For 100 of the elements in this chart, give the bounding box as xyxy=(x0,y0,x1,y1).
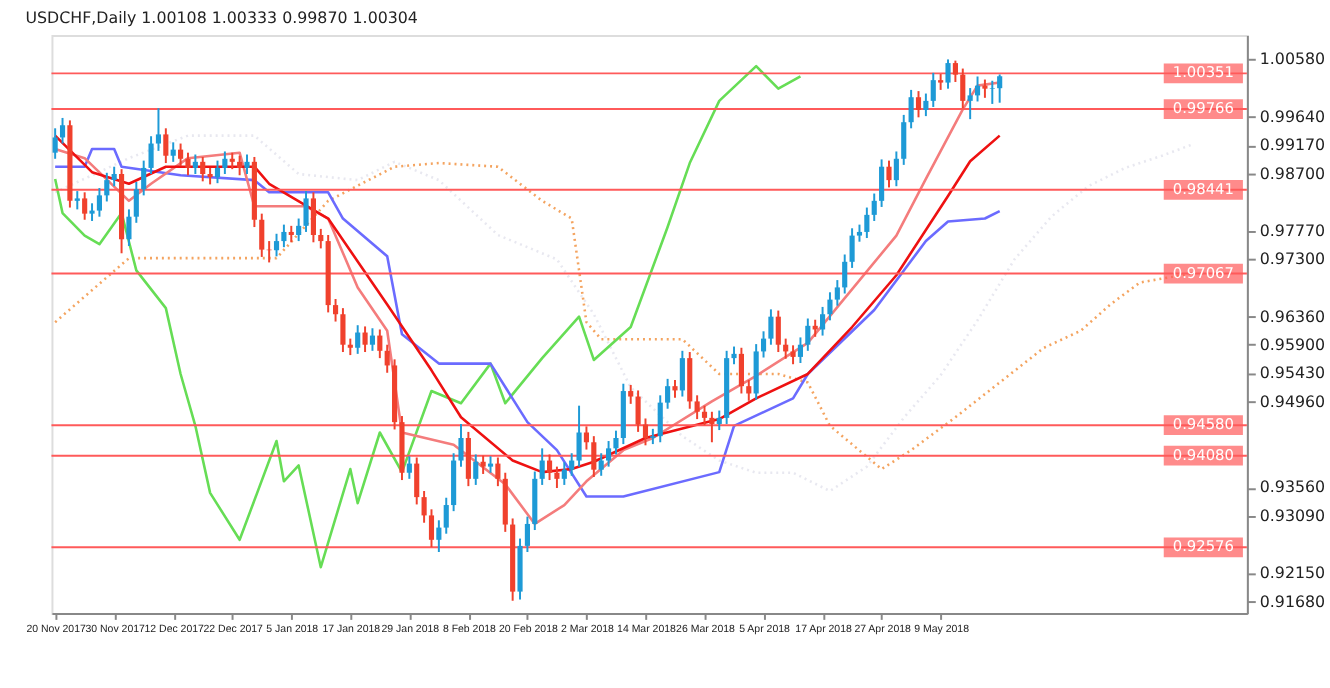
candlestick xyxy=(753,343,759,401)
candlestick xyxy=(687,351,693,410)
candlestick xyxy=(369,327,376,352)
candlestick xyxy=(974,75,981,103)
candlestick xyxy=(200,155,206,183)
candlestick xyxy=(886,159,892,189)
candlestick xyxy=(495,456,501,488)
y-tick-label: 0.98700 xyxy=(1259,164,1326,183)
candlestick xyxy=(842,253,848,295)
candlestick xyxy=(532,470,538,532)
candlestick xyxy=(879,158,885,208)
candlestick xyxy=(716,409,722,432)
y-tick-label: 0.94960 xyxy=(1259,392,1326,411)
candlestick xyxy=(214,159,221,185)
candlestick xyxy=(901,113,907,166)
candlestick xyxy=(591,435,597,478)
candlestick xyxy=(967,87,973,121)
candlestick xyxy=(502,471,508,533)
candlestick xyxy=(738,346,744,395)
candlestick xyxy=(222,150,228,176)
candlestick xyxy=(178,142,184,168)
candlestick xyxy=(310,191,316,244)
candlestick xyxy=(303,190,309,233)
candlestick xyxy=(679,349,685,398)
candlestick xyxy=(805,317,811,352)
candlestick xyxy=(52,127,58,160)
y-tick-label: 0.95900 xyxy=(1259,335,1326,354)
y-tick-label: 0.99640 xyxy=(1259,107,1326,126)
candlestick xyxy=(443,496,449,535)
candlestick xyxy=(355,324,361,355)
candlestick xyxy=(820,305,826,337)
y-tick-label: 0.91680 xyxy=(1259,592,1326,611)
candlestick xyxy=(104,171,110,203)
candlestick xyxy=(923,92,929,118)
candlestick xyxy=(989,79,995,105)
candlestick xyxy=(576,404,582,468)
candlestick xyxy=(657,394,663,444)
y-tick-label: 1.00580 xyxy=(1259,50,1326,69)
candlestick xyxy=(665,377,671,410)
y-tick-label: 0.93090 xyxy=(1259,506,1326,525)
candlestick xyxy=(701,404,708,427)
candlestick xyxy=(834,279,840,307)
candlestick xyxy=(163,127,169,165)
candlestick xyxy=(694,394,700,421)
candlestick xyxy=(864,206,870,240)
candlestick xyxy=(952,59,958,83)
y-tick-label: 0.97770 xyxy=(1259,221,1326,240)
candlestick xyxy=(997,73,1003,104)
candlestick xyxy=(915,90,922,119)
candlestick xyxy=(908,88,914,130)
candlestick xyxy=(620,382,626,446)
candlestick xyxy=(82,191,88,221)
candlestick xyxy=(546,453,553,482)
candlestick xyxy=(414,456,420,506)
candlestick xyxy=(709,410,715,444)
candlestick xyxy=(59,116,66,145)
candlestick xyxy=(871,192,877,222)
candlestick xyxy=(583,425,590,451)
candlestick xyxy=(598,452,604,477)
candlestick xyxy=(746,379,752,402)
candlestick xyxy=(606,440,612,468)
candlestick xyxy=(318,227,324,250)
candlestick xyxy=(185,151,191,177)
candlestick xyxy=(539,447,545,486)
chart-title: USDCHF,Daily 1.00108 1.00333 0.99870 1.00304 xyxy=(25,9,418,28)
candlestick xyxy=(281,223,287,249)
candlestick xyxy=(849,227,855,269)
candlestick xyxy=(259,212,265,258)
candlestick xyxy=(465,430,471,488)
y-tick-label: 0.93560 xyxy=(1259,478,1326,497)
candlestick xyxy=(436,519,442,553)
candlestick xyxy=(893,150,899,188)
candlestick xyxy=(797,336,804,364)
y-tick-label: 0.96360 xyxy=(1259,307,1326,326)
y-tick-label: 0.92150 xyxy=(1259,564,1326,583)
candlestick xyxy=(930,71,936,108)
candlestick xyxy=(480,454,486,475)
line-series xyxy=(53,64,802,569)
candlestick xyxy=(775,309,781,354)
candlestick xyxy=(960,67,966,110)
candlestick xyxy=(111,165,117,188)
candlestick xyxy=(141,159,147,197)
candlestick xyxy=(473,453,479,486)
candlestick xyxy=(628,383,634,405)
candlestick xyxy=(340,307,346,354)
candlestick xyxy=(790,344,796,366)
candlestick xyxy=(74,190,80,211)
candlestick xyxy=(982,78,988,99)
candlestick xyxy=(377,328,383,360)
candlestick xyxy=(244,153,250,176)
y-tick-label: 0.99170 xyxy=(1259,136,1326,155)
candlestick xyxy=(384,343,390,374)
candlestick xyxy=(561,461,567,486)
y-tick-label: 0.97300 xyxy=(1259,250,1326,269)
candlestick xyxy=(406,455,412,480)
candlestick xyxy=(192,153,198,176)
y-tick-label: 0.95430 xyxy=(1259,364,1326,383)
candlestick xyxy=(96,187,102,218)
candlestick xyxy=(945,58,951,90)
candlestick xyxy=(273,232,280,258)
